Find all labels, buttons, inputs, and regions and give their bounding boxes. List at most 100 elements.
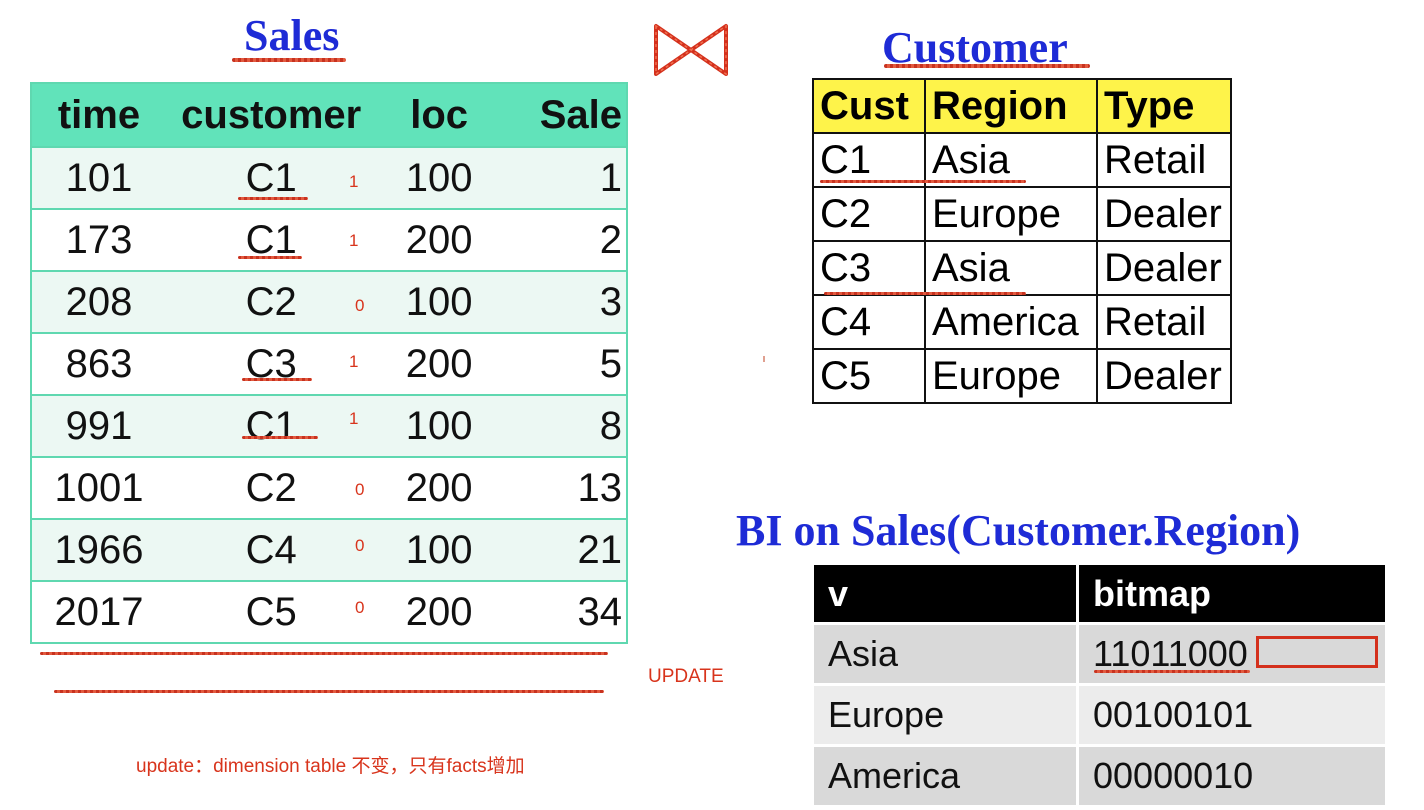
sales-customer-cell: C1 [165, 146, 377, 209]
sales-sale-cell: 13 [501, 456, 627, 519]
sales-loc-cell: 200 [376, 332, 502, 395]
table-row: C5 Europe Dealer [812, 348, 1232, 404]
sales-sale-cell: 34 [501, 580, 627, 643]
annotation-underline [824, 292, 1026, 295]
stray-mark [763, 356, 765, 362]
sales-sale-cell: 3 [501, 270, 627, 333]
sales-header-customer: customer [165, 83, 377, 147]
customer-header-row: Cust Region Type [812, 78, 1232, 134]
customer-type-cell: Dealer [1096, 240, 1232, 296]
customer-region-cell: Europe [924, 186, 1098, 242]
sales-sale-cell: 1 [501, 146, 627, 209]
table-row: Europe 00100101 [814, 683, 1385, 744]
table-row: 173 C1 200 2 [31, 208, 627, 271]
customer-type-cell: Retail [1096, 294, 1232, 350]
bowtie-join-icon [654, 24, 728, 76]
bit-flag: 0 [355, 480, 365, 499]
annotation-underline [238, 197, 308, 200]
customer-cust-cell: C1 [812, 132, 926, 188]
bit-flag: 1 [349, 231, 359, 250]
sales-header-time: time [31, 83, 166, 147]
customer-cust-cell: C2 [812, 186, 926, 242]
bitmap-value-cell: Europe [814, 683, 1079, 744]
customer-type-cell: Retail [1096, 132, 1232, 188]
customer-title-underline [884, 64, 1090, 68]
table-row: 2017 C5 200 34 [31, 580, 627, 643]
bit-flag: 0 [355, 296, 365, 315]
sales-loc-cell: 100 [376, 270, 502, 333]
sales-time-cell: 101 [31, 146, 166, 209]
annotation-underline [1094, 670, 1250, 673]
bitmap-header-row: v bitmap [814, 565, 1385, 622]
sales-customer-cell: C3 [165, 332, 377, 395]
sales-loc-cell: 200 [376, 580, 502, 643]
customer-header-region: Region [924, 78, 1098, 134]
table-row: 991 C1 100 8 [31, 394, 627, 457]
table-row: C1 Asia Retail [812, 132, 1232, 188]
customer-cust-cell: C3 [812, 240, 926, 296]
sales-loc-cell: 200 [376, 456, 502, 519]
sales-time-cell: 2017 [31, 580, 166, 643]
customer-title: Customer [882, 23, 1068, 72]
bitmap-header-v: v [814, 565, 1079, 622]
annotation-line [40, 652, 608, 655]
sales-header-row: time customer loc Sale [31, 83, 627, 147]
update-label: UPDATE [648, 666, 724, 687]
sales-sale-cell: 21 [501, 518, 627, 581]
annotation-underline [238, 256, 302, 259]
bit-flag: 0 [355, 536, 365, 555]
table-row: C3 Asia Dealer [812, 240, 1232, 296]
bit-flag: 1 [349, 172, 359, 191]
annotation-underline [820, 180, 1026, 183]
append-bits-box [1256, 636, 1378, 668]
sales-table: time customer loc Sale 101 C1 100 1 173 … [30, 82, 628, 644]
bitmap-index-title: BI on Sales(Customer.Region) [736, 506, 1301, 555]
sales-time-cell: 863 [31, 332, 166, 395]
bitmap-value-cell: Asia [814, 622, 1079, 683]
sales-loc-cell: 100 [376, 518, 502, 581]
customer-type-cell: Dealer [1096, 186, 1232, 242]
sales-time-cell: 173 [31, 208, 166, 271]
bitmap-bits-cell: 00100101 [1079, 683, 1385, 744]
sales-customer-cell: C2 [165, 270, 377, 333]
sales-loc-cell: 100 [376, 394, 502, 457]
customer-header-cust: Cust [812, 78, 926, 134]
customer-table: Cust Region Type C1 Asia Retail C2 Europ… [812, 78, 1232, 404]
annotation-underline [242, 378, 312, 381]
sales-sale-cell: 8 [501, 394, 627, 457]
customer-cust-cell: C5 [812, 348, 926, 404]
bit-flag: 0 [355, 598, 365, 617]
sales-loc-cell: 200 [376, 208, 502, 271]
sales-sale-cell: 2 [501, 208, 627, 271]
table-row: 1966 C4 100 21 [31, 518, 627, 581]
bitmap-value-cell: America [814, 744, 1079, 805]
table-row: C4 America Retail [812, 294, 1232, 350]
table-row: 208 C2 100 3 [31, 270, 627, 333]
sales-time-cell: 208 [31, 270, 166, 333]
sales-loc-cell: 100 [376, 146, 502, 209]
customer-type-cell: Dealer [1096, 348, 1232, 404]
table-row: Asia 11011000 [814, 622, 1385, 683]
annotation-underline [242, 436, 318, 439]
sales-customer-cell: C4 [165, 518, 377, 581]
customer-region-cell: Asia [924, 132, 1098, 188]
sales-sale-cell: 5 [501, 332, 627, 395]
sales-customer-cell: C1 [165, 394, 377, 457]
sales-customer-cell: C2 [165, 456, 377, 519]
update-note: update：dimension table 不变，只有facts增加 [136, 756, 525, 777]
sales-time-cell: 991 [31, 394, 166, 457]
bitmap-bits-cell: 11011000 [1079, 622, 1385, 683]
table-row: C2 Europe Dealer [812, 186, 1232, 242]
table-row: America 00000010 [814, 744, 1385, 805]
sales-title: Sales [244, 11, 340, 60]
sales-customer-cell: C1 [165, 208, 377, 271]
sales-header-loc: loc [376, 83, 502, 147]
annotation-line [54, 690, 604, 693]
customer-region-cell: Europe [924, 348, 1098, 404]
customer-region-cell: America [924, 294, 1098, 350]
sales-header-sale: Sale [501, 83, 627, 147]
customer-cust-cell: C4 [812, 294, 926, 350]
table-row: 863 C3 200 5 [31, 332, 627, 395]
bit-flag: 1 [349, 409, 359, 428]
sales-time-cell: 1966 [31, 518, 166, 581]
